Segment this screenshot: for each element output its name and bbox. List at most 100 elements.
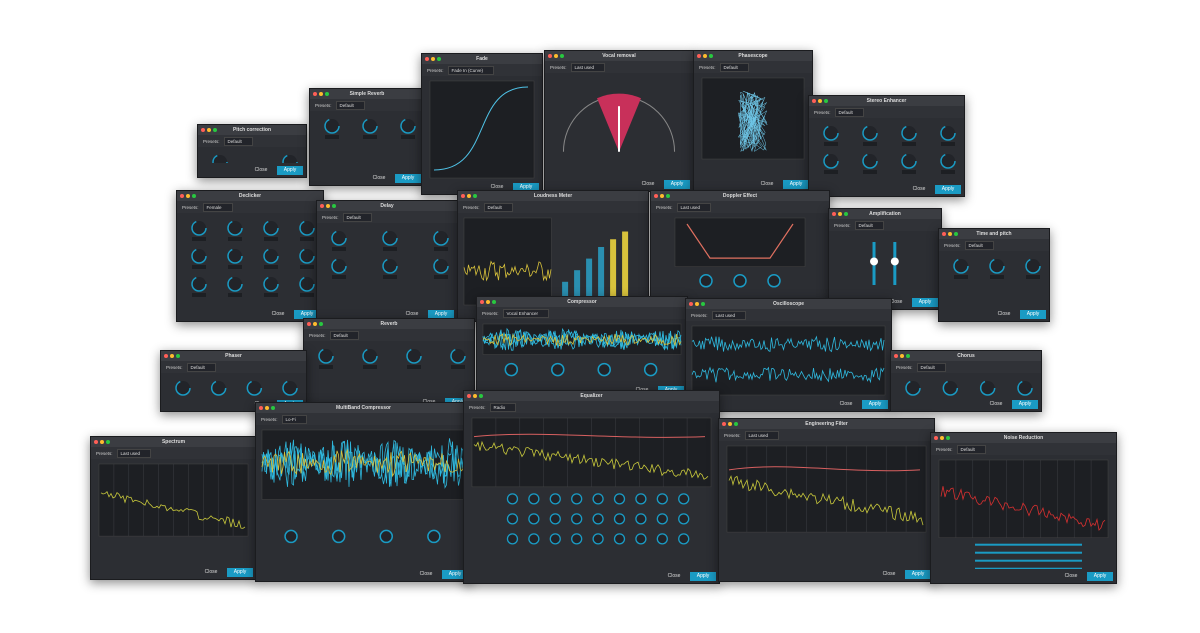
window-control[interactable] — [467, 194, 471, 198]
window-control[interactable] — [812, 99, 816, 103]
preset-select[interactable]: Female — [202, 202, 233, 212]
window-control[interactable] — [832, 212, 836, 216]
apply-button[interactable]: Apply — [227, 568, 253, 577]
apply-button[interactable]: Apply — [395, 174, 421, 183]
window-control[interactable] — [186, 194, 190, 198]
window-control[interactable] — [325, 92, 329, 96]
close-button[interactable]: Close — [983, 400, 1009, 409]
window-control[interactable] — [722, 422, 726, 426]
window-control[interactable] — [106, 440, 110, 444]
window-control[interactable] — [838, 212, 842, 216]
preset-select[interactable]: Default — [964, 240, 994, 250]
window-control[interactable] — [703, 54, 707, 58]
close-button[interactable]: Close — [635, 180, 661, 189]
window-control[interactable] — [207, 128, 211, 132]
window-control[interactable] — [946, 436, 950, 440]
preset-select[interactable]: Default — [483, 202, 513, 212]
window-control[interactable] — [479, 394, 483, 398]
window-control[interactable] — [313, 92, 317, 96]
window-control[interactable] — [818, 99, 822, 103]
preset-select[interactable]: Default — [335, 100, 365, 110]
window-control[interactable] — [480, 300, 484, 304]
close-button[interactable]: Close — [661, 572, 687, 581]
preset-select[interactable]: Default — [329, 330, 359, 340]
close-button[interactable]: Close — [833, 400, 859, 409]
window-control[interactable] — [942, 232, 946, 236]
window-control[interactable] — [259, 406, 263, 410]
apply-button[interactable]: Apply — [905, 570, 931, 579]
window-control[interactable] — [695, 302, 699, 306]
window-control[interactable] — [326, 204, 330, 208]
window-control[interactable] — [271, 406, 275, 410]
window-control[interactable] — [906, 354, 910, 358]
preset-select[interactable]: Fade In (Curve) — [447, 65, 495, 75]
preset-select[interactable]: Last used — [711, 310, 747, 320]
close-button[interactable]: Close — [413, 570, 439, 579]
preset-select[interactable]: Vocal Enhancer — [502, 308, 550, 318]
apply-button[interactable]: Apply — [912, 298, 938, 307]
window-control[interactable] — [461, 194, 465, 198]
close-button[interactable]: Close — [876, 570, 902, 579]
window-control[interactable] — [473, 194, 477, 198]
window-control[interactable] — [467, 394, 471, 398]
apply-button[interactable]: Apply — [862, 400, 888, 409]
window-control[interactable] — [94, 440, 98, 444]
preset-select[interactable]: Radio — [489, 402, 517, 412]
preset-select[interactable]: Last used — [116, 448, 152, 458]
window-control[interactable] — [486, 300, 490, 304]
preset-select[interactable]: Default — [223, 136, 253, 146]
window-control[interactable] — [176, 354, 180, 358]
close-button[interactable]: Close — [883, 298, 909, 307]
apply-button[interactable]: Apply — [428, 310, 454, 319]
window-control[interactable] — [320, 204, 324, 208]
window-control[interactable] — [560, 54, 564, 58]
window-control[interactable] — [431, 57, 435, 61]
preset-select[interactable]: Default — [719, 62, 749, 72]
preset-select[interactable]: Lo-Fi — [281, 414, 307, 424]
window-control[interactable] — [697, 54, 701, 58]
apply-button[interactable]: Apply — [664, 180, 690, 189]
apply-button[interactable]: Apply — [513, 183, 539, 192]
close-button[interactable]: Close — [366, 174, 392, 183]
close-button[interactable]: Close — [1058, 572, 1084, 581]
window-control[interactable] — [709, 54, 713, 58]
apply-button[interactable]: Apply — [1020, 310, 1046, 319]
window-control[interactable] — [940, 436, 944, 440]
window-control[interactable] — [660, 194, 664, 198]
window-control[interactable] — [734, 422, 738, 426]
apply-button[interactable]: Apply — [294, 310, 320, 319]
preset-select[interactable]: Default — [956, 444, 986, 454]
window-control[interactable] — [548, 54, 552, 58]
preset-select[interactable]: Default — [854, 220, 884, 230]
window-control[interactable] — [934, 436, 938, 440]
window-control[interactable] — [265, 406, 269, 410]
window-control[interactable] — [894, 354, 898, 358]
apply-button[interactable]: Apply — [690, 572, 716, 581]
window-control[interactable] — [492, 300, 496, 304]
close-button[interactable]: Close — [265, 310, 291, 319]
window-control[interactable] — [654, 194, 658, 198]
window-control[interactable] — [900, 354, 904, 358]
window-control[interactable] — [948, 232, 952, 236]
window-control[interactable] — [170, 354, 174, 358]
window-control[interactable] — [473, 394, 477, 398]
window-control[interactable] — [666, 194, 670, 198]
close-button[interactable]: Close — [991, 310, 1017, 319]
window-control[interactable] — [180, 194, 184, 198]
window-control[interactable] — [313, 322, 317, 326]
apply-button[interactable]: Apply — [1012, 400, 1038, 409]
apply-button[interactable]: Apply — [935, 185, 961, 194]
window-control[interactable] — [100, 440, 104, 444]
apply-button[interactable]: Apply — [277, 166, 303, 175]
window-control[interactable] — [332, 204, 336, 208]
window-control[interactable] — [844, 212, 848, 216]
close-button[interactable]: Close — [248, 166, 274, 175]
window-control[interactable] — [425, 57, 429, 61]
window-control[interactable] — [201, 128, 205, 132]
window-control[interactable] — [437, 57, 441, 61]
close-button[interactable]: Close — [484, 183, 510, 192]
preset-select[interactable]: Default — [186, 362, 216, 372]
preset-select[interactable]: Last used — [676, 202, 712, 212]
preset-select[interactable]: Default — [916, 362, 946, 372]
apply-button[interactable]: Apply — [783, 180, 809, 189]
